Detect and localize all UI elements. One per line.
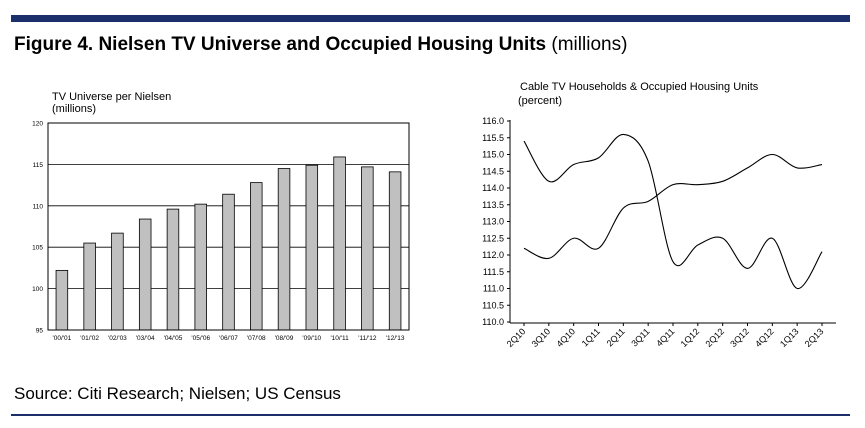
- chart2-series-line-1: [523, 133, 823, 290]
- chart2-y-tick-label: 113.0: [482, 217, 504, 227]
- chart2-y-tick-label: 112.5: [482, 233, 504, 243]
- chart2-x-tick-label: 4Q12: [753, 326, 776, 349]
- chart1-x-tick-label: '09/'10: [302, 335, 321, 342]
- chart2-y-tick-label: 116.0: [482, 116, 504, 126]
- chart1-x-tick-label: '08/'09: [275, 335, 294, 342]
- chart2-x-tick-label: 3Q10: [530, 326, 553, 349]
- chart1-y-tick-label: 95: [36, 328, 44, 335]
- chart2-y-tick-label: 111.0: [483, 284, 504, 294]
- chart1-y-tick-label: 110: [33, 203, 44, 210]
- source-note: Source: Citi Research; Nielsen; US Censu…: [14, 384, 341, 403]
- chart1-plot-frame: [47, 122, 410, 331]
- chart2-y-tick-label: 111.5: [483, 267, 504, 277]
- chart1-y-tick-label: 105: [32, 245, 43, 252]
- chart1-x-tick-label: '00/'01: [53, 335, 72, 342]
- figure-title-bold: Figure 4. Nielsen TV Universe and Occupi…: [14, 34, 547, 55]
- chart2-x-tick-label: 2Q12: [703, 326, 726, 349]
- chart1-x-tick-label: '06/'07: [219, 335, 238, 342]
- chart2-y-tick-label: 110.0: [482, 317, 504, 327]
- chart1-x-tick-label: '02/'03: [108, 335, 127, 342]
- chart2-x-tick-label: 2Q10: [505, 326, 528, 349]
- chart2-x-tick-label: 1Q13: [778, 326, 801, 349]
- chart1-x-tick-label: '07/'08: [247, 335, 266, 342]
- chart2-y-tick-label: 113.5: [482, 200, 504, 210]
- chart2-y-tick-label: 115.0: [482, 150, 504, 160]
- chart2-x-tick-label: 2Q13: [803, 326, 826, 349]
- chart1-x-tick-label: '10/'11: [330, 335, 349, 342]
- chart2-y-tick-label: 110.5: [482, 300, 504, 310]
- chart2-y-tick-label: 112.0: [482, 250, 504, 260]
- chart2-x-tick-label: 3Q12: [728, 326, 751, 349]
- chart2-x-tick-label: 4Q11: [654, 326, 676, 348]
- bottom-rule: [11, 414, 850, 416]
- chart1-x-tick-label: '03/'04: [136, 335, 155, 342]
- figure-title-light: (millions): [551, 34, 628, 55]
- chart1-x-tick-label: '12/'13: [386, 335, 405, 342]
- figure-title: Figure 4. Nielsen TV Universe and Occupi…: [14, 34, 627, 56]
- chart1-title: TV Universe per Nielsen: [52, 91, 171, 103]
- chart2-y-tick-label: 114.5: [482, 166, 504, 176]
- chart2-x-tick-label: 3Q11: [629, 326, 651, 348]
- chart1-subtitle: (millions): [52, 103, 96, 115]
- chart2-y-tick-label: 114.0: [482, 183, 504, 193]
- chart1-x-tick-label: '05/'06: [191, 335, 210, 342]
- chart2-title: Cable TV Households & Occupied Housing U…: [520, 81, 759, 93]
- chart1-x-tick-label: '11/'12: [358, 335, 377, 342]
- chart1-y-tick-label: 115: [33, 162, 44, 169]
- chart2-subtitle: (percent): [518, 95, 562, 107]
- chart1-x-tick-label: '01/'02: [80, 335, 99, 342]
- chart2-x-tick-label: 4Q10: [554, 326, 577, 349]
- chart2-x-tick-label: 1Q11: [580, 326, 602, 348]
- chart2-x-tick-label: 1Q12: [679, 326, 702, 349]
- top-rule: [11, 15, 850, 22]
- chart1-y-tick-label: 100: [32, 286, 43, 293]
- chart1-x-tick-label: '04/'05: [164, 335, 183, 342]
- chart2-series-line-2: [523, 153, 823, 260]
- chart2-y-tick-label: 115.5: [482, 133, 504, 143]
- chart1-y-tick-label: 120: [32, 121, 43, 128]
- chart2-x-tick-label: 2Q11: [605, 326, 627, 348]
